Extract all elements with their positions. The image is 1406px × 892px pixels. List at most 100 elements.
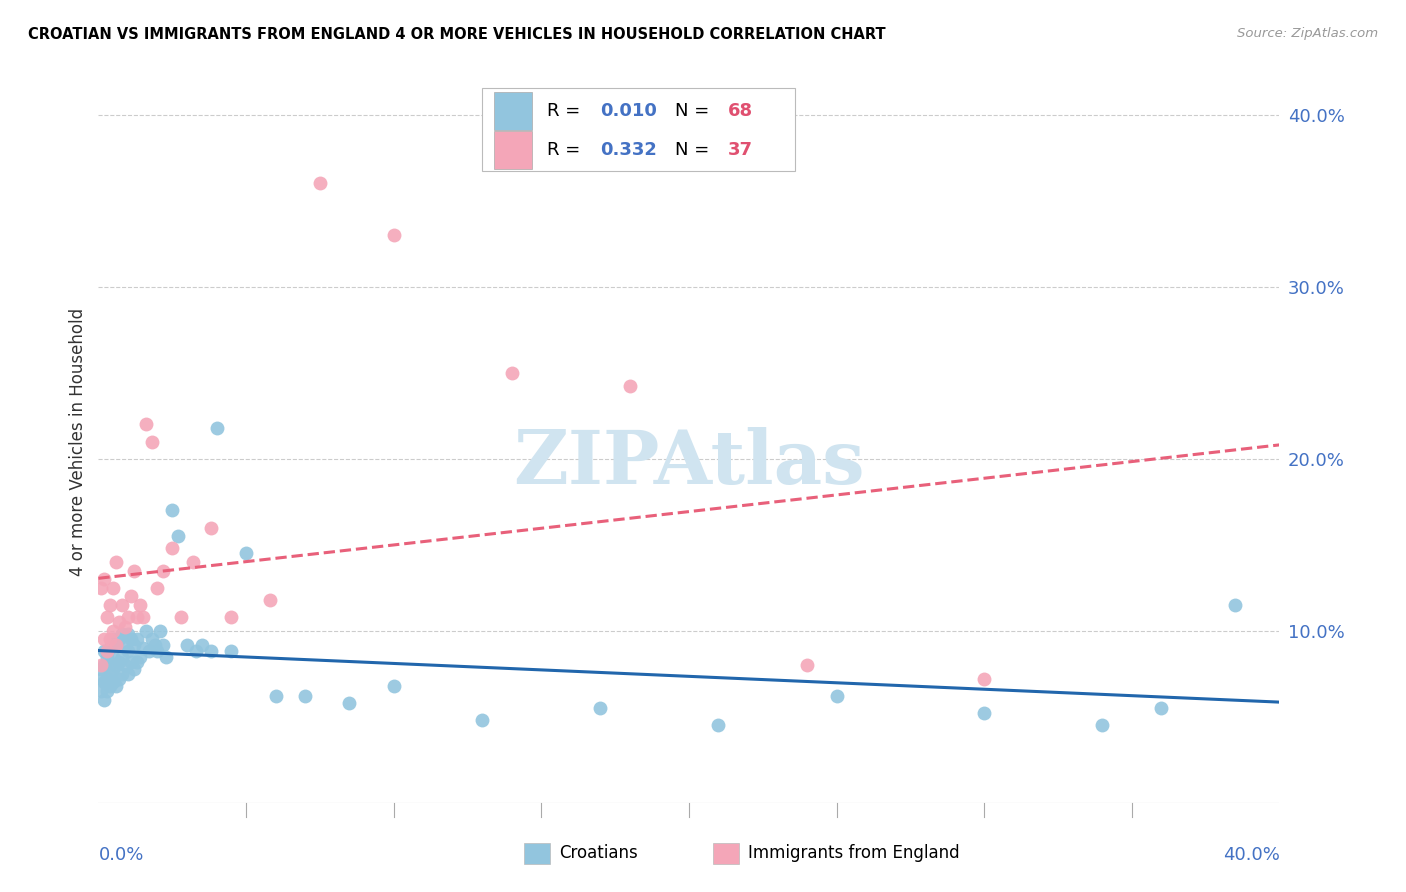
Point <box>120 590 142 604</box>
Text: R =: R = <box>547 141 586 159</box>
Point <box>184 644 207 658</box>
Point <box>825 689 848 703</box>
Point <box>114 620 136 634</box>
Point <box>96 610 118 624</box>
Point <box>167 529 190 543</box>
Point <box>796 658 818 673</box>
Point <box>339 696 361 710</box>
Point <box>117 666 139 681</box>
Point <box>103 662 125 676</box>
Point <box>117 627 139 641</box>
Point <box>973 706 995 721</box>
Point <box>103 675 125 690</box>
Text: 0.0%: 0.0% <box>98 846 143 863</box>
Point <box>90 684 112 698</box>
Bar <box>713 843 738 864</box>
Point <box>138 644 160 658</box>
Point <box>105 555 128 569</box>
Bar <box>494 131 531 169</box>
Point <box>382 228 405 243</box>
Point <box>105 638 128 652</box>
Text: 0.332: 0.332 <box>600 141 657 159</box>
Point <box>1150 701 1173 715</box>
Point <box>122 638 145 652</box>
Point <box>1091 718 1114 732</box>
Point <box>1225 598 1247 612</box>
Bar <box>523 843 550 864</box>
Point <box>111 627 134 641</box>
Point <box>111 666 134 681</box>
Point <box>135 417 157 432</box>
Point <box>309 177 332 191</box>
Text: 40.0%: 40.0% <box>1223 846 1279 863</box>
Point <box>146 581 169 595</box>
Point <box>125 655 148 669</box>
Point <box>501 366 523 380</box>
Point <box>103 581 125 595</box>
Point <box>98 632 121 647</box>
Point <box>98 598 121 612</box>
Text: R =: R = <box>547 102 586 120</box>
Point <box>122 564 145 578</box>
Point <box>114 638 136 652</box>
Text: 0.010: 0.010 <box>600 102 657 120</box>
Point <box>259 592 281 607</box>
Text: 68: 68 <box>728 102 754 120</box>
Point <box>162 541 183 556</box>
Point <box>93 692 115 706</box>
Point <box>98 679 121 693</box>
Point <box>93 658 115 673</box>
Point <box>93 632 115 647</box>
Point <box>143 638 166 652</box>
Point <box>589 701 612 715</box>
Point <box>105 638 128 652</box>
Point <box>294 689 316 703</box>
Text: Source: ZipAtlas.com: Source: ZipAtlas.com <box>1237 27 1378 40</box>
Point <box>120 632 142 647</box>
Point <box>96 644 118 658</box>
Point <box>103 624 125 638</box>
Text: ZIPAtlas: ZIPAtlas <box>513 426 865 500</box>
Point <box>205 421 228 435</box>
FancyBboxPatch shape <box>482 87 796 170</box>
Point <box>619 379 641 393</box>
Point <box>132 610 155 624</box>
Point <box>114 658 136 673</box>
Point <box>141 632 163 647</box>
Point <box>111 649 134 664</box>
Text: N =: N = <box>675 102 714 120</box>
Text: 37: 37 <box>728 141 754 159</box>
Text: N =: N = <box>675 141 714 159</box>
Point <box>200 520 222 534</box>
Point <box>471 713 494 727</box>
Point <box>90 658 112 673</box>
Point <box>176 638 198 652</box>
Point <box>103 649 125 664</box>
Point <box>973 672 995 686</box>
Text: CROATIAN VS IMMIGRANTS FROM ENGLAND 4 OR MORE VEHICLES IN HOUSEHOLD CORRELATION : CROATIAN VS IMMIGRANTS FROM ENGLAND 4 OR… <box>28 27 886 42</box>
Point <box>128 649 150 664</box>
Point <box>152 564 174 578</box>
Point <box>170 610 193 624</box>
Point <box>96 649 118 664</box>
Point <box>93 572 115 586</box>
Point <box>117 610 139 624</box>
Point <box>108 672 131 686</box>
Text: Immigrants from England: Immigrants from England <box>748 845 960 863</box>
Point <box>108 615 131 630</box>
Point <box>132 640 155 655</box>
Point <box>105 658 128 673</box>
Point <box>191 638 214 652</box>
Point <box>90 581 112 595</box>
Point <box>235 546 257 560</box>
Point <box>120 655 142 669</box>
Point <box>181 555 204 569</box>
Point <box>122 662 145 676</box>
Point <box>125 632 148 647</box>
Point <box>135 624 157 638</box>
Point <box>128 598 150 612</box>
Point <box>382 679 405 693</box>
Point <box>111 598 134 612</box>
Point <box>105 679 128 693</box>
Text: Croatians: Croatians <box>560 845 638 863</box>
